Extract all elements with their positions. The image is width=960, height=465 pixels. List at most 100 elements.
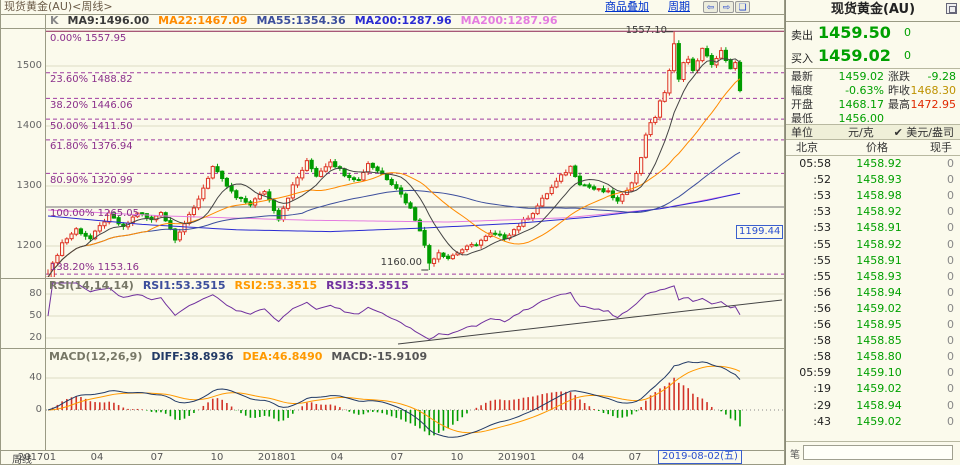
tick-time: 05:58 — [799, 157, 831, 170]
popout-icon[interactable] — [946, 3, 957, 14]
fib-level-label: 23.60% 1488.82 — [50, 74, 133, 86]
tick-lots: 0 — [947, 189, 954, 203]
tick-row: :19 1459.02 0 — [786, 381, 960, 397]
tick-lots: 0 — [947, 221, 954, 235]
tick-time: :53 — [813, 205, 831, 219]
tick-price: 1458.92 — [856, 205, 902, 219]
tick-price: 1458.95 — [856, 318, 902, 331]
buy-quote-row: 买入 1459.02 0 — [786, 45, 960, 69]
tick-row: :53 1458.91 0 — [786, 220, 960, 236]
sell-volume: 0 — [904, 26, 911, 39]
tick-price: 1459.02 — [856, 382, 902, 396]
tick-lots: 0 — [947, 237, 954, 251]
tick-row: :55 1458.92 0 — [786, 237, 960, 253]
tick-lots: 0 — [947, 350, 954, 364]
tick-price: 1458.80 — [856, 350, 902, 364]
fib-level-label: 61.80% 1376.94 — [50, 141, 133, 153]
scroll-right-button[interactable]: ⇨ — [719, 1, 734, 13]
panel-input[interactable] — [803, 445, 953, 460]
indicator-value: RSI2:53.3515 — [234, 279, 318, 292]
tick-time: :56 — [813, 318, 831, 331]
indicator-value: MA9:1496.00 — [67, 14, 150, 27]
col-lots: 现手 — [930, 141, 952, 154]
check-icon: ✔ — [893, 126, 903, 139]
tick-row: :55 1458.93 0 — [786, 269, 960, 285]
time-axis-label: 201901 — [497, 452, 537, 463]
indicator-value: MA22:1467.09 — [158, 14, 248, 27]
stat-value: -0.63% — [845, 84, 884, 97]
stat-value: 1468.30 — [910, 84, 957, 97]
indicator-value: MA200:1287.96 — [354, 14, 452, 27]
time-axis-label: 04 — [90, 452, 104, 463]
tick-price: 1458.91 — [856, 253, 902, 267]
tick-lots: 0 — [947, 398, 954, 412]
axis-tick-label: 1300 — [16, 180, 42, 191]
stat-label: 幅度 — [791, 84, 813, 97]
axis-tick-label: 1400 — [16, 120, 42, 131]
buy-label: 买入 — [791, 52, 813, 65]
price-chart-svg[interactable] — [0, 0, 785, 465]
tick-time: :58 — [813, 334, 831, 348]
indicator-value: RSI1:53.3515 — [142, 279, 226, 292]
stat-label: 开盘 — [791, 98, 813, 111]
tick-price: 1458.93 — [856, 173, 902, 187]
tick-time: :52 — [813, 173, 831, 187]
axis-tick-label: 1200 — [16, 240, 42, 251]
split-view-button[interactable]: ❏ — [735, 1, 750, 13]
fib-level-label: 138.20% 1153.16 — [50, 262, 140, 274]
tick-price: 1458.91 — [856, 221, 902, 235]
period-link[interactable]: 周期 — [668, 0, 690, 13]
tick-price: 1459.02 — [856, 414, 902, 428]
tick-lots: 0 — [947, 334, 954, 348]
stat-label: 昨收 — [888, 84, 910, 97]
scroll-left-button[interactable]: ⇦ — [703, 1, 718, 13]
commodity-overlay-link[interactable]: 商品叠加 — [605, 0, 649, 13]
fib-level-label: 100.00% 1265.05 — [50, 208, 140, 220]
fib-level-label: 80.90% 1320.99 — [50, 174, 133, 186]
time-axis-label: 07 — [150, 452, 164, 463]
indicator-value: RSI3:53.3515 — [326, 279, 409, 292]
sell-price: 1459.50 — [818, 23, 891, 42]
tick-table-header: 北京 价格 现手 — [786, 141, 960, 156]
tick-lots: 0 — [947, 301, 954, 315]
tick-row: :56 1458.94 0 — [786, 285, 960, 301]
axis-tick-label: 1500 — [16, 60, 42, 71]
col-time: 北京 — [796, 141, 818, 154]
macd-indicator-bar: MACD(12,26,9) DIFF:38.8936 DEA:46.8490 MACD… — [49, 350, 436, 363]
chart-title-bar: 现货黄金(AU)<周线> 商品叠加 周期 ⇦ ⇨ ❏ — [0, 0, 785, 14]
panel-title: 现货黄金(AU) — [830, 2, 916, 17]
tick-lots: 0 — [947, 205, 954, 219]
tick-price: 1459.02 — [856, 301, 902, 315]
stats-row: 幅度 -0.63% 昨收 1468.30 — [786, 84, 960, 98]
stats-row: 开盘 1468.17 最高 1472.95 — [786, 98, 960, 112]
axis-tick-label: 40 — [29, 372, 42, 383]
tick-time: :43 — [813, 414, 831, 428]
tick-price: 1458.92 — [856, 157, 902, 170]
tick-lots: 0 — [947, 366, 954, 380]
fib-level-label: 0.00% 1557.95 — [50, 32, 127, 44]
stat-value: -9.28 — [927, 70, 956, 83]
indicator-value: DEA:46.8490 — [242, 350, 323, 363]
time-axis-label: 10 — [450, 452, 464, 463]
tick-tab[interactable]: 笔 — [790, 450, 800, 461]
unit-option-ounce[interactable]: ✔ 美元/盎司 — [893, 126, 954, 139]
time-axis-label: 04 — [571, 452, 585, 463]
unit-option-gram[interactable]: 元/克 — [848, 126, 874, 139]
stat-value: 1472.95 — [910, 98, 957, 111]
time-axis-label: 04 — [330, 452, 344, 463]
indicator-value: DIFF:38.8936 — [151, 350, 234, 363]
axis-tick-label: 50 — [29, 310, 42, 321]
time-axis-label: 201801 — [257, 452, 297, 463]
buy-volume: 0 — [904, 49, 911, 62]
col-price: 价格 — [866, 141, 888, 154]
tick-time: :56 — [813, 285, 831, 299]
tick-lots: 0 — [947, 173, 954, 187]
tick-lots: 0 — [947, 269, 954, 283]
tick-row: :56 1459.02 0 — [786, 301, 960, 317]
rsi-indicator-bar: RSI(14,14,14) RSI1:53.3515 RSI2:53.3515 RSI… — [49, 279, 418, 292]
tick-price: 1458.93 — [856, 269, 902, 283]
tick-row: :58 1458.85 0 — [786, 333, 960, 349]
tick-row: :55 1458.91 0 — [786, 253, 960, 269]
tick-time: 05:59 — [799, 366, 831, 380]
